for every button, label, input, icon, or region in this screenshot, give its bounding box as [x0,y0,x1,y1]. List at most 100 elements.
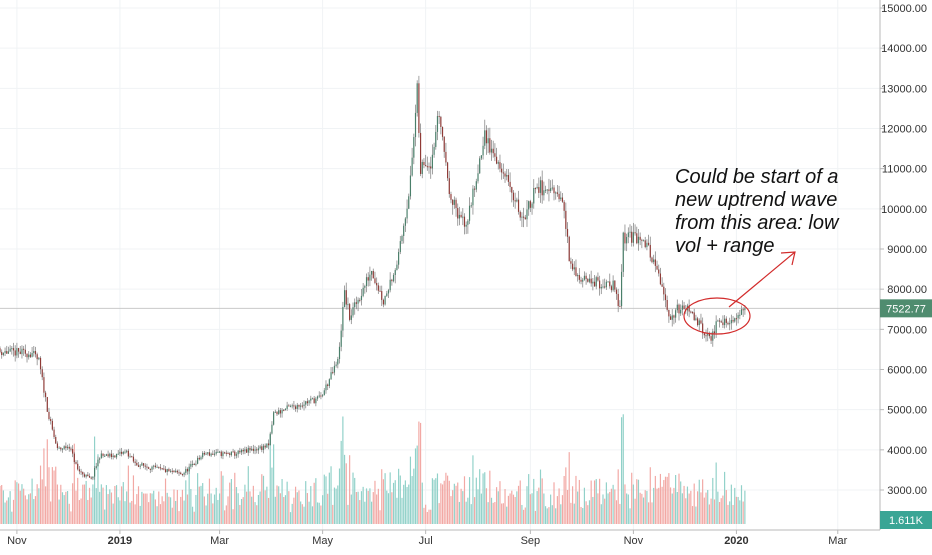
volume-bar [470,504,472,524]
candle-body [737,315,739,319]
volume-bar [78,500,80,524]
candle-body [376,282,378,286]
candle-body [33,351,35,353]
volume-bar [327,493,329,524]
range-ellipse [683,297,751,335]
candle-body [148,467,150,469]
candle-body [225,452,227,454]
candle-body [710,336,712,341]
candle-body [544,189,547,191]
volume-bar [566,489,569,524]
candle-body [656,265,658,270]
x-tick-label: Nov [624,535,644,547]
y-tick-label: 7000.00 [887,324,927,336]
volume-bar [134,504,136,524]
candle-body [82,472,84,475]
volume-bar [413,468,415,524]
y-tick-label: 10000.00 [881,204,927,216]
volume-bar [367,490,369,524]
candle-body [7,351,10,354]
volume-bar [700,492,702,524]
candle-body [703,333,705,336]
volume-bar [548,507,550,524]
candle-body [24,349,26,354]
volume-bar [544,506,547,524]
candle-body [224,452,226,454]
volume-bar [524,507,526,524]
candle-body [296,404,298,409]
candle-body [119,451,121,454]
candle-body [327,384,329,386]
candle-body [396,264,398,271]
candle-body [39,357,42,370]
candle-body [14,350,16,356]
candle-body [413,137,415,158]
candle-body [391,279,393,282]
candle-body [61,448,64,450]
candle-body [305,401,307,405]
volume-bar [212,503,214,524]
candle-body [350,315,352,320]
candle-body [597,277,599,281]
volume-bar [310,486,312,524]
candle-body [218,451,221,453]
candle-body [212,453,214,455]
candles[interactable] [0,75,746,481]
candle-body [0,348,1,352]
volume-bar [301,504,303,524]
volume-bar [499,481,501,524]
candle-body [261,446,263,450]
candle-body [495,156,498,164]
candle-body [460,214,462,218]
candle-body [490,148,493,153]
candle-body [681,305,683,310]
volume-bar [102,487,104,524]
volume-bar [644,490,646,524]
candle-body [264,445,266,448]
candle-body [541,180,543,196]
volume-bar [683,485,685,524]
candle-body [497,162,499,164]
candle-body [447,162,449,179]
candle-body [418,83,420,133]
volume-bar [534,510,537,524]
volume-bar [509,493,511,524]
volume-bar [519,480,521,524]
volume-bar [4,502,6,524]
volume-bar [306,493,308,524]
volume-bar [477,489,479,524]
candle-body [190,463,192,467]
candle-body [463,216,466,227]
candle-body [168,469,170,472]
volume-bar [104,509,106,524]
candle-body [604,286,606,288]
volume-bar [646,490,648,524]
volume-bar [374,480,376,524]
volume-bar [284,495,287,524]
volume-bar [570,502,572,524]
volume-bar [230,479,232,524]
annotation: Could be start of a new uptrend wave fro… [675,166,840,335]
candle-body [93,467,96,477]
candle-body [55,436,57,444]
candle-body [377,285,379,291]
x-tick-label: Mar [828,535,847,547]
volume-bar [193,511,195,524]
candle-body [322,395,324,397]
candle-body [644,240,646,248]
volume-bar [565,467,567,524]
candle-body [38,357,40,360]
volume-bar [523,509,525,524]
candle-body [617,293,619,307]
volume-bar [730,484,732,524]
volume-bar [460,488,462,524]
volume-bar [315,478,317,524]
volume-bar [637,479,640,524]
volume-bar [46,439,48,524]
volume-bar [675,474,677,524]
volume-bar [555,508,557,524]
candle-body [639,236,641,240]
candle-body [381,291,383,300]
